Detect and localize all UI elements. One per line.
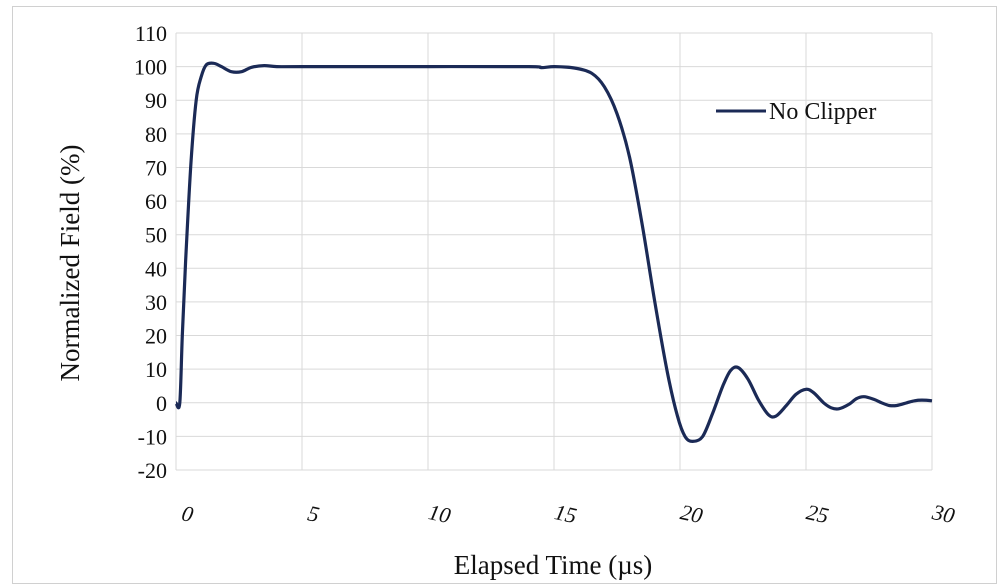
x-tick-label: 30 [929,499,957,528]
x-tick-label: 10 [426,499,453,528]
legend-label: No Clipper [769,99,876,125]
x-axis-title: Elapsed Time (µs) [454,550,653,580]
x-tick-label: 25 [804,499,831,528]
y-tick-label: 110 [135,21,167,46]
grid-lines [175,32,933,471]
y-tick-label: 100 [134,55,167,80]
series-line-no-clipper [174,61,933,443]
y-tick-label: 40 [145,256,167,281]
y-tick-label: 30 [145,290,167,315]
y-tick-label: 60 [145,189,167,214]
legend: No Clipper [716,99,876,125]
x-tick-label: 5 [306,500,322,527]
y-tick-label: 90 [145,88,167,113]
y-tick-label: 80 [145,122,167,147]
chart-frame: 110 100 90 80 70 60 50 40 30 20 10 0 -10 -20 0 5 10 15 20… [12,6,997,584]
series-layer [174,61,933,443]
y-tick-label: 20 [145,324,167,349]
y-axis-title: Normalized Field (%) [55,145,85,382]
y-tick-label: 70 [145,155,167,180]
y-tick-label: -20 [138,458,167,483]
x-tick-labels: 0 5 10 15 20 25 30 [180,499,957,528]
y-tick-label: 50 [145,223,167,248]
y-tick-label: 10 [145,357,167,382]
x-tick-label: 0 [180,500,196,527]
x-tick-label: 20 [678,499,705,528]
y-tick-label: 0 [156,391,167,416]
y-tick-label: -10 [138,424,167,449]
x-tick-label: 15 [552,499,579,528]
